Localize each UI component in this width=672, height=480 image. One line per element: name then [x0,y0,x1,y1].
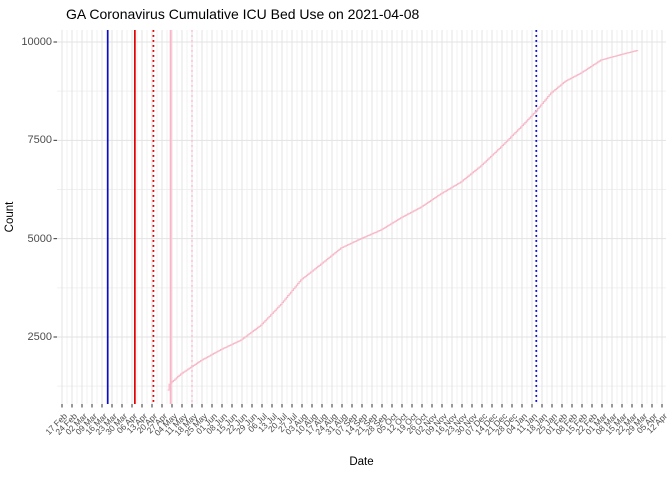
y-tick-label: 2500 [27,331,52,343]
chart-title: GA Coronavirus Cumulative ICU Bed Use on… [66,6,420,22]
y-tick-label: 5000 [27,232,52,245]
cumulative-icu-bed-use-line [167,50,639,391]
x-axis-title: Date [349,456,374,468]
y-tick-label: 7500 [27,134,52,147]
y-tick-label: 10000 [21,36,52,48]
y-axis-title: Count [4,201,16,233]
